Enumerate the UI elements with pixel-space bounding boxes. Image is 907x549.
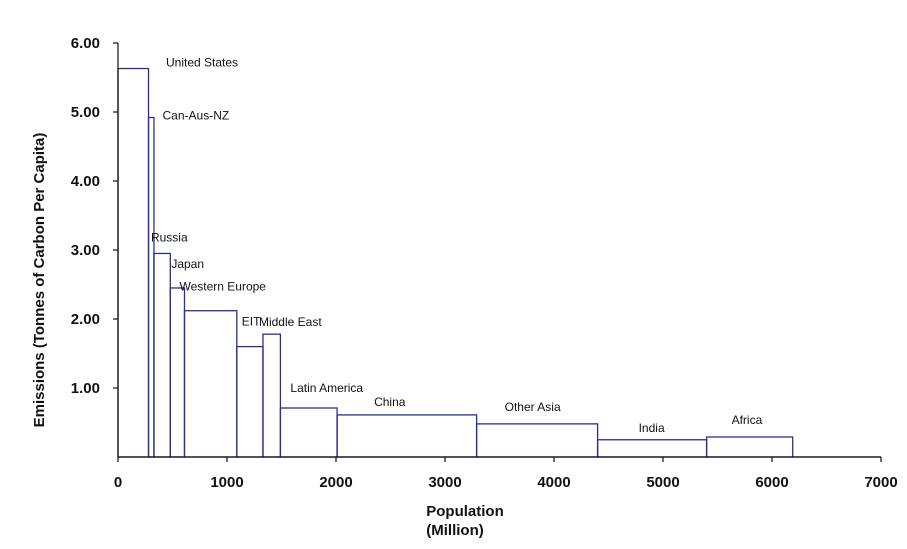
region-labels: United States Can-Aus-NZ Russia Japan Wester… <box>151 56 763 435</box>
bar-middle-east <box>262 333 282 458</box>
bar-japan <box>169 287 186 458</box>
label-latin-america: Latin America <box>290 381 363 395</box>
bar-china <box>336 414 478 458</box>
y-axis-title: Emissions (Tonnes of Carbon Per Capita) <box>31 133 48 428</box>
x-tick-label: 3000 <box>428 474 461 491</box>
bar-can-aus-nz <box>147 116 155 458</box>
label-eit: EIT <box>242 315 261 329</box>
bar-western-europe <box>183 310 238 458</box>
label-middle-east: Middle East <box>259 315 322 329</box>
label-africa: Africa <box>732 413 763 427</box>
x-tick-label: 6000 <box>755 474 788 491</box>
x-ticks: 0 1000 2000 3000 4000 5000 6000 7000 <box>114 457 898 491</box>
bar-other-asia <box>475 423 599 458</box>
x-tick-label: 0 <box>114 474 122 491</box>
bar-united-states <box>117 67 150 458</box>
bar-eit <box>236 345 264 458</box>
bar-india <box>596 439 708 458</box>
label-other-asia: Other Asia <box>505 400 561 414</box>
y-tick-label: 2.00 <box>71 311 100 328</box>
x-tick-label: 5000 <box>646 474 679 491</box>
label-western-europe: Western Europe <box>179 280 266 294</box>
label-can-aus-nz: Can-Aus-NZ <box>163 109 230 123</box>
bars-layer <box>117 67 881 458</box>
label-japan: Japan <box>171 257 204 271</box>
x-tick-label: 2000 <box>319 474 352 491</box>
y-tick-label: 6.00 <box>71 35 100 52</box>
x-tick-label: 4000 <box>537 474 570 491</box>
label-russia: Russia <box>151 230 188 244</box>
bar-latin-america <box>279 407 338 458</box>
x-tick-label: 1000 <box>210 474 243 491</box>
x-axis-title-line1: Population <box>426 503 504 520</box>
y-tick-label: 1.00 <box>71 380 100 397</box>
label-china: China <box>374 395 406 409</box>
x-axis-title-line2: (Million) <box>426 522 483 539</box>
bar-russia <box>153 252 171 458</box>
x-tick-label: 7000 <box>864 474 897 491</box>
y-ticks: 1.00 2.00 3.00 4.00 5.00 6.00 <box>71 35 118 397</box>
y-tick-label: 5.00 <box>71 104 100 121</box>
bar-africa <box>705 436 794 458</box>
label-india: India <box>639 421 665 435</box>
y-tick-label: 4.00 <box>71 173 100 190</box>
label-united-states: United States <box>166 56 238 70</box>
y-tick-label: 3.00 <box>71 242 100 259</box>
